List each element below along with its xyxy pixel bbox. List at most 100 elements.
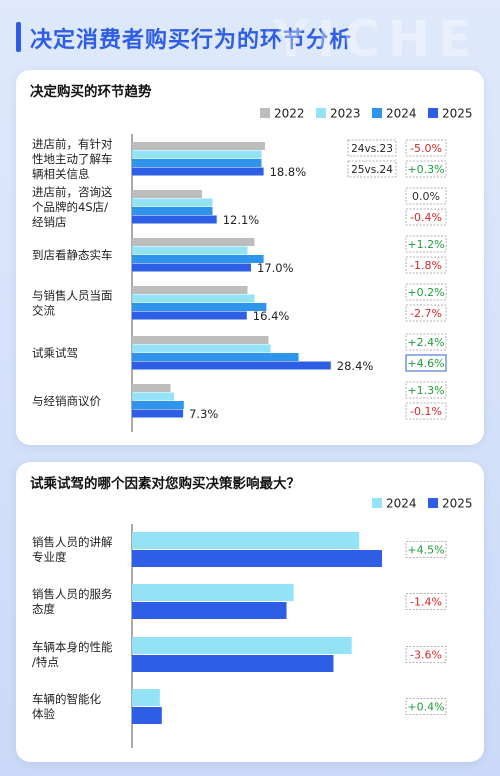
change-box: [405, 333, 447, 351]
bar-2022: [132, 190, 202, 198]
test-drive-chart-title: 试乘试驾的哪个因素对您购买决策影响最大？: [30, 476, 300, 492]
change-value: +2.4%: [407, 336, 444, 349]
trend-chart-title: 决定购买的环节趋势: [30, 84, 152, 100]
change-box: [405, 354, 447, 372]
value-label: 12.1%: [223, 213, 260, 227]
bar-2024: [132, 303, 267, 311]
category-label: 车辆本身的性能: [32, 640, 113, 654]
category-label: 到店看静态实车: [32, 248, 113, 262]
category-label: 个品牌的4S店/: [32, 200, 108, 214]
bar-2023: [132, 344, 271, 353]
legend-label-2022: 2022: [274, 107, 305, 121]
bar-2025: [132, 215, 217, 224]
page-header: 决定消费者购买行为的环节分析: [16, 18, 486, 58]
category-label: 辆相关信息: [32, 167, 90, 181]
legend-swatch-2025: [428, 498, 438, 508]
bar-2023: [132, 150, 262, 159]
change-value: 0.0%: [412, 190, 440, 203]
bar-2024: [132, 401, 184, 409]
bar-2023: [132, 392, 174, 401]
change-value: -1.8%: [410, 259, 442, 272]
compare-label: 24vs.23: [351, 143, 393, 155]
change-box: [405, 698, 447, 715]
change-value: +0.4%: [407, 701, 444, 714]
change-value: -0.1%: [410, 405, 442, 418]
change-box: [405, 160, 447, 178]
bar-2024: [132, 255, 264, 263]
change-value: +0.2%: [407, 286, 444, 299]
bar-2024: [132, 689, 160, 706]
change-box: [405, 283, 447, 301]
change-box: [405, 593, 447, 610]
change-value: -1.4%: [410, 596, 442, 609]
change-box: [405, 304, 447, 322]
change-value: -5.0%: [410, 142, 442, 155]
bar-2025: [132, 655, 334, 672]
bar-2024: [132, 532, 360, 549]
legend-label-2023: 2023: [330, 107, 361, 121]
category-label: 进店前，咨询这: [32, 185, 113, 199]
legend-label-2024: 2024: [386, 107, 417, 121]
bar-2022: [132, 384, 171, 392]
change-value: -2.7%: [410, 307, 442, 320]
bar-2025: [132, 707, 162, 724]
legend-label-2025: 2025: [442, 497, 473, 511]
category-label: /特点: [32, 655, 59, 669]
change-box: [405, 187, 447, 205]
bar-2025: [132, 167, 264, 176]
value-label: 16.4%: [253, 309, 290, 323]
test-drive-chart-card: 试乘试驾的哪个因素对您购买决策影响最大？ 2024 2025 销售人员的讲解 专业度 +…: [16, 462, 484, 762]
legend-swatch-2024: [372, 108, 382, 118]
watermark-logo: YICHE: [272, 10, 480, 68]
category-label: 与经销商议价: [32, 394, 101, 408]
category-label: 体验: [32, 707, 55, 721]
value-label: 28.4%: [337, 359, 374, 373]
change-value: +4.5%: [407, 544, 444, 557]
legend-label-2024: 2024: [386, 497, 417, 511]
category-label: 销售人员的讲解: [32, 535, 113, 549]
bar-2022: [132, 142, 265, 150]
bar-2024: [132, 637, 352, 654]
change-box: [405, 235, 447, 253]
bar-2024: [132, 159, 262, 167]
bar-2025: [132, 602, 287, 619]
bar-2024: [132, 353, 299, 361]
category-label: 车辆的智能化: [32, 692, 101, 706]
category-label: 专业度: [32, 550, 67, 564]
compare-label: 25vs.24: [351, 164, 393, 176]
change-value: +0.3%: [407, 163, 444, 176]
category-label: 性地主动了解车: [32, 152, 113, 166]
legend-swatch-2024: [372, 498, 382, 508]
bar-2022: [132, 336, 269, 344]
bar-2023: [132, 198, 213, 207]
page-title: 决定消费者购买行为的环节分析: [30, 28, 353, 53]
legend-swatch-2022: [260, 108, 270, 118]
bar-2025: [132, 409, 184, 418]
category-label: 试乘试驾: [32, 346, 78, 360]
bar-2022: [132, 238, 255, 246]
change-value: +4.6%: [407, 357, 444, 370]
change-value: -0.4%: [410, 211, 442, 224]
category-label: 进店前，有针对: [32, 137, 113, 151]
category-label: 态度: [32, 602, 55, 616]
bar-2024: [132, 207, 213, 215]
change-box: [405, 646, 447, 663]
trend-chart-card: 决定购买的环节趋势 2022 2023 2024 2025 进店前，有针对 性地主动了解车…: [16, 70, 484, 445]
compare-label-box: [347, 139, 397, 157]
category-label: 经销店: [32, 215, 67, 229]
category-label: 与销售人员当面: [32, 288, 113, 302]
category-label: 交流: [32, 303, 55, 317]
change-box: [405, 139, 447, 157]
bar-2023: [132, 246, 248, 255]
legend-label-2025: 2025: [442, 107, 473, 121]
value-label: 18.8%: [270, 165, 307, 179]
legend-swatch-2025: [428, 108, 438, 118]
bar-2025: [132, 311, 247, 320]
change-box: [405, 256, 447, 274]
change-box: [405, 402, 447, 420]
compare-label-box: [347, 160, 397, 178]
bar-2025: [132, 361, 331, 370]
change-value: +1.3%: [407, 384, 444, 397]
